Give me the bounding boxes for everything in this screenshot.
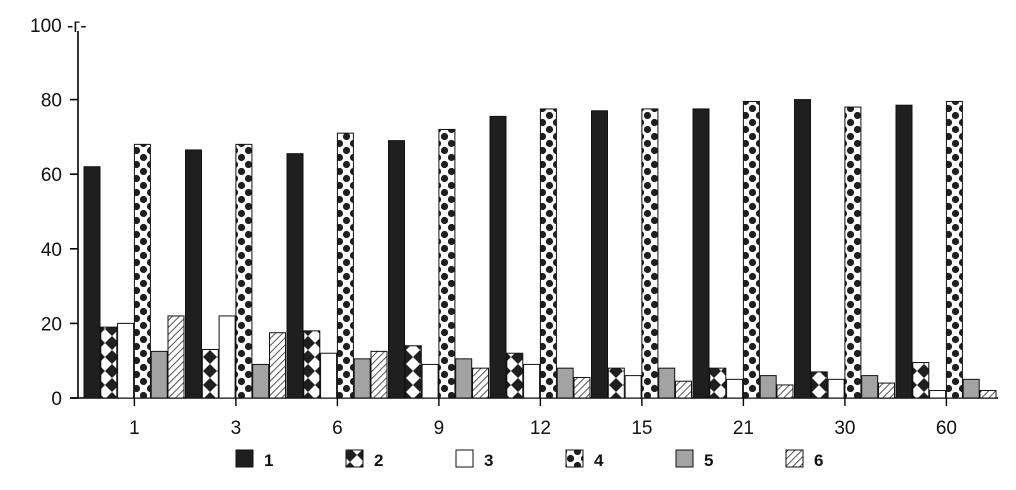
bar-series-1-cat-60: [895, 104, 913, 399]
bar-series-3-cat-3: [218, 315, 236, 399]
bar-series-2-cat-3: [201, 349, 219, 399]
bar-series-2-cat-9: [404, 345, 422, 399]
legend-swatch-4: [565, 449, 584, 468]
x-tick-label: 1: [129, 418, 140, 439]
bar-series-4-cat-30: [844, 106, 862, 399]
bar-series-2-cat-30: [810, 371, 828, 399]
bar-series-6-cat-6: [370, 350, 388, 399]
bar-series-4-cat-6: [336, 132, 354, 399]
x-tick-label: 60: [936, 418, 957, 439]
bar-series-6-cat-9: [472, 367, 489, 399]
bar-series-1-cat-6: [286, 153, 304, 399]
bar-series-1-cat-12: [489, 115, 507, 399]
bar-series-6-cat-3: [269, 332, 286, 399]
x-tick-label: 15: [631, 418, 652, 439]
bar-series-1-cat-9: [388, 140, 405, 399]
bar-series-4-cat-60: [945, 100, 963, 399]
bar-series-1-cat-30: [794, 99, 811, 399]
bar-series-6-cat-21: [776, 384, 794, 399]
bar-series-5-cat-12: [556, 367, 574, 399]
x-tick-label: 30: [834, 418, 855, 439]
bar-series-2-cat-21: [709, 367, 727, 399]
bars-layer: [83, 99, 997, 399]
legend-label-6: 6: [814, 451, 823, 470]
bar-series-1-cat-15: [591, 110, 608, 399]
bar-series-5-cat-60: [962, 378, 980, 399]
legend-label-4: 4: [594, 451, 604, 470]
bar-series-3-cat-6: [320, 352, 338, 399]
y-tick-label: 60: [41, 165, 62, 186]
bar-series-6-cat-30: [878, 382, 895, 399]
x-tick-label: 3: [231, 418, 242, 439]
bar-series-3-cat-60: [929, 390, 947, 399]
legend-swatch-6: [785, 449, 804, 468]
bar-series-5-cat-6: [353, 358, 371, 399]
bar-series-4-cat-9: [438, 128, 456, 399]
legend-swatch-2: [345, 449, 364, 468]
bar-series-1-cat-21: [692, 108, 710, 399]
bar-series-5-cat-30: [861, 375, 879, 399]
bar-series-2-cat-6: [303, 330, 321, 399]
bar-series-3-cat-21: [726, 378, 744, 399]
legend-swatch-1: [235, 449, 254, 468]
y-tick-label: 0: [51, 389, 62, 410]
bar-series-3-cat-9: [421, 363, 439, 399]
bar-series-4-cat-1: [133, 143, 151, 399]
x-tick-label: 21: [733, 418, 754, 439]
bar-series-5-cat-15: [658, 367, 676, 399]
bar-series-2-cat-15: [607, 367, 625, 399]
legend-swatch-3: [455, 449, 474, 468]
bar-series-4-cat-3: [235, 143, 253, 399]
bar-series-2-cat-1: [100, 326, 118, 399]
bar-series-5-cat-3: [252, 363, 270, 399]
bar-series-5-cat-9: [455, 358, 473, 399]
x-tick-label: 6: [332, 418, 343, 439]
bar-series-3-cat-30: [827, 378, 845, 399]
bar-series-3-cat-12: [523, 363, 541, 399]
bar-series-6-cat-15: [675, 380, 692, 399]
bar-series-3-cat-15: [624, 375, 642, 399]
legend-label-1: 1: [264, 451, 273, 470]
legend-label-3: 3: [484, 451, 493, 470]
bar-series-6-cat-12: [573, 376, 591, 399]
bar-series-5-cat-21: [759, 375, 777, 399]
x-tick-label: 9: [434, 418, 445, 439]
bar-series-5-cat-1: [150, 350, 168, 399]
bar-series-6-cat-1: [167, 315, 185, 399]
legend: 1 2 3 4 5 6: [235, 449, 823, 470]
bar-series-2-cat-12: [506, 352, 524, 399]
bar-series-3-cat-1: [117, 322, 135, 399]
y-tick-label: 40: [41, 240, 62, 261]
bar-series-4-cat-12: [539, 108, 557, 399]
bar-series-2-cat-60: [912, 362, 930, 399]
bar-series-4-cat-21: [742, 100, 760, 399]
x-tick-label: 12: [530, 418, 551, 439]
legend-label-5: 5: [704, 451, 713, 470]
bar-series-1-cat-1: [83, 166, 101, 399]
legend-label-2: 2: [374, 451, 383, 470]
bar-series-6-cat-60: [979, 390, 997, 399]
y-tick-label: 80: [41, 91, 62, 112]
y-axis-top-label: 100 -г-: [30, 16, 87, 37]
legend-swatch-5: [675, 449, 694, 468]
bar-series-1-cat-3: [185, 149, 202, 399]
bar-series-4-cat-15: [641, 108, 659, 399]
y-tick-label: 20: [41, 314, 62, 335]
